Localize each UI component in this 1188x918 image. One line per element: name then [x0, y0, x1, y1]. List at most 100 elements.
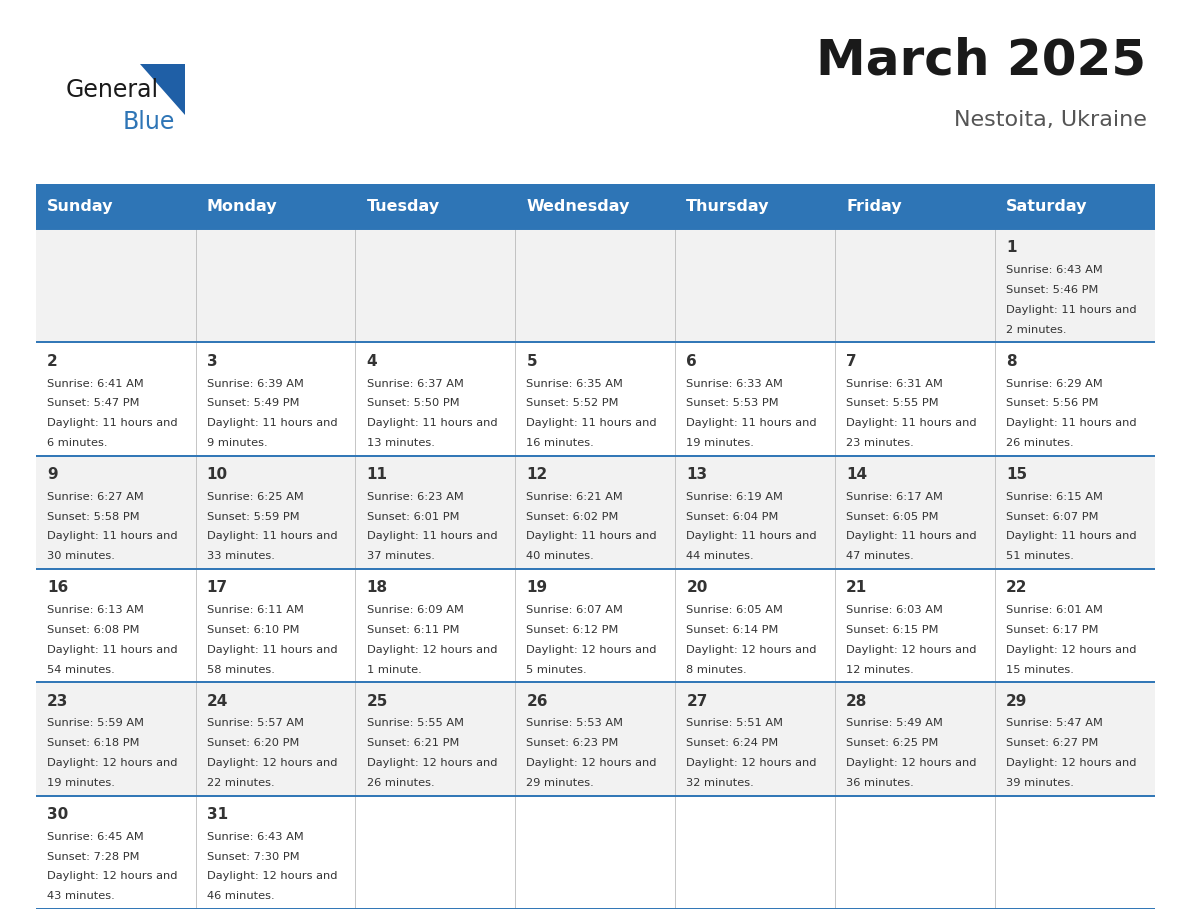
- Text: 28: 28: [846, 693, 867, 709]
- Text: Daylight: 11 hours and: Daylight: 11 hours and: [1006, 305, 1140, 315]
- Bar: [36, 796, 1155, 909]
- Text: 16: 16: [46, 580, 68, 595]
- Text: Sunrise: 6:25 AM: Sunrise: 6:25 AM: [207, 492, 303, 502]
- Text: 22: 22: [1006, 580, 1028, 595]
- Text: Sunrise: 6:27 AM: Sunrise: 6:27 AM: [46, 492, 144, 502]
- Bar: [36, 455, 1155, 569]
- Text: Sunset: 5:46 PM: Sunset: 5:46 PM: [1006, 285, 1099, 295]
- Text: 19 minutes.: 19 minutes.: [46, 778, 115, 788]
- Text: Sunset: 6:12 PM: Sunset: 6:12 PM: [526, 625, 619, 635]
- Text: Sunrise: 5:57 AM: Sunrise: 5:57 AM: [207, 719, 304, 729]
- Text: Sunset: 5:50 PM: Sunset: 5:50 PM: [367, 398, 460, 409]
- Text: 2: 2: [46, 353, 57, 368]
- Text: Sunset: 5:47 PM: Sunset: 5:47 PM: [46, 398, 139, 409]
- Text: 11: 11: [367, 467, 387, 482]
- Text: 1: 1: [1006, 241, 1017, 255]
- Text: Sunset: 6:21 PM: Sunset: 6:21 PM: [367, 738, 459, 748]
- Text: Sunrise: 6:31 AM: Sunrise: 6:31 AM: [846, 378, 943, 388]
- Text: Sunrise: 6:03 AM: Sunrise: 6:03 AM: [846, 605, 943, 615]
- Text: Sunset: 5:49 PM: Sunset: 5:49 PM: [207, 398, 299, 409]
- Text: Sunset: 6:10 PM: Sunset: 6:10 PM: [207, 625, 299, 635]
- Text: 16 minutes.: 16 minutes.: [526, 438, 594, 448]
- Text: Daylight: 11 hours and: Daylight: 11 hours and: [846, 419, 980, 428]
- Text: 13: 13: [687, 467, 707, 482]
- Text: 44 minutes.: 44 minutes.: [687, 552, 754, 561]
- Text: Sunrise: 6:05 AM: Sunrise: 6:05 AM: [687, 605, 783, 615]
- Text: Sunrise: 6:13 AM: Sunrise: 6:13 AM: [46, 605, 144, 615]
- Text: Daylight: 11 hours and: Daylight: 11 hours and: [207, 644, 341, 655]
- Text: Sunset: 6:07 PM: Sunset: 6:07 PM: [1006, 511, 1099, 521]
- Text: General: General: [65, 78, 158, 102]
- Text: 26: 26: [526, 693, 548, 709]
- Text: Sunset: 6:17 PM: Sunset: 6:17 PM: [1006, 625, 1099, 635]
- Text: Daylight: 12 hours and: Daylight: 12 hours and: [846, 758, 980, 768]
- Text: Sunday: Sunday: [46, 199, 113, 214]
- Text: 33 minutes.: 33 minutes.: [207, 552, 274, 561]
- Text: Sunset: 7:28 PM: Sunset: 7:28 PM: [46, 852, 139, 862]
- Text: 51 minutes.: 51 minutes.: [1006, 552, 1074, 561]
- Text: 8 minutes.: 8 minutes.: [687, 665, 747, 675]
- Text: Daylight: 11 hours and: Daylight: 11 hours and: [46, 532, 181, 542]
- Text: 15: 15: [1006, 467, 1028, 482]
- Bar: [36, 569, 1155, 682]
- Bar: [36, 229, 1155, 342]
- Text: 40 minutes.: 40 minutes.: [526, 552, 594, 561]
- Text: Sunset: 6:04 PM: Sunset: 6:04 PM: [687, 511, 778, 521]
- Text: Sunset: 5:59 PM: Sunset: 5:59 PM: [207, 511, 299, 521]
- Text: 6 minutes.: 6 minutes.: [46, 438, 107, 448]
- Bar: [36, 342, 1155, 455]
- Text: 26 minutes.: 26 minutes.: [1006, 438, 1074, 448]
- Text: 54 minutes.: 54 minutes.: [46, 665, 114, 675]
- Text: Daylight: 11 hours and: Daylight: 11 hours and: [367, 419, 501, 428]
- Text: Sunset: 6:24 PM: Sunset: 6:24 PM: [687, 738, 778, 748]
- Text: Sunset: 6:14 PM: Sunset: 6:14 PM: [687, 625, 778, 635]
- Text: Sunset: 5:53 PM: Sunset: 5:53 PM: [687, 398, 779, 409]
- Text: Friday: Friday: [846, 199, 902, 214]
- Text: 26 minutes.: 26 minutes.: [367, 778, 434, 788]
- Text: Sunrise: 5:49 AM: Sunrise: 5:49 AM: [846, 719, 943, 729]
- Text: Daylight: 11 hours and: Daylight: 11 hours and: [367, 532, 501, 542]
- Text: Sunrise: 5:47 AM: Sunrise: 5:47 AM: [1006, 719, 1102, 729]
- Text: Daylight: 12 hours and: Daylight: 12 hours and: [46, 871, 181, 881]
- Text: Daylight: 12 hours and: Daylight: 12 hours and: [1006, 644, 1140, 655]
- Text: Wednesday: Wednesday: [526, 199, 630, 214]
- Text: Sunset: 5:58 PM: Sunset: 5:58 PM: [46, 511, 139, 521]
- Text: 14: 14: [846, 467, 867, 482]
- Text: 10: 10: [207, 467, 228, 482]
- Text: 9: 9: [46, 467, 57, 482]
- Text: Sunset: 6:11 PM: Sunset: 6:11 PM: [367, 625, 459, 635]
- Text: 32 minutes.: 32 minutes.: [687, 778, 754, 788]
- Text: 43 minutes.: 43 minutes.: [46, 891, 114, 901]
- Text: 18: 18: [367, 580, 387, 595]
- Text: Sunrise: 6:33 AM: Sunrise: 6:33 AM: [687, 378, 783, 388]
- Text: 31: 31: [207, 807, 228, 822]
- Text: 4: 4: [367, 353, 378, 368]
- Text: Sunrise: 6:21 AM: Sunrise: 6:21 AM: [526, 492, 624, 502]
- Text: Sunset: 5:52 PM: Sunset: 5:52 PM: [526, 398, 619, 409]
- Text: 23 minutes.: 23 minutes.: [846, 438, 914, 448]
- Text: Daylight: 11 hours and: Daylight: 11 hours and: [1006, 532, 1140, 542]
- Text: Nestoita, Ukraine: Nestoita, Ukraine: [954, 110, 1146, 130]
- Text: 27: 27: [687, 693, 708, 709]
- Text: Daylight: 12 hours and: Daylight: 12 hours and: [687, 758, 821, 768]
- Text: Sunset: 6:08 PM: Sunset: 6:08 PM: [46, 625, 139, 635]
- Text: Sunset: 6:20 PM: Sunset: 6:20 PM: [207, 738, 299, 748]
- Text: Saturday: Saturday: [1006, 199, 1087, 214]
- Text: 29 minutes.: 29 minutes.: [526, 778, 594, 788]
- Text: Blue: Blue: [122, 110, 175, 134]
- Text: Sunset: 6:18 PM: Sunset: 6:18 PM: [46, 738, 139, 748]
- Text: Tuesday: Tuesday: [367, 199, 440, 214]
- Text: 1 minute.: 1 minute.: [367, 665, 422, 675]
- Text: 7: 7: [846, 353, 857, 368]
- Text: Daylight: 12 hours and: Daylight: 12 hours and: [687, 644, 821, 655]
- Text: Daylight: 12 hours and: Daylight: 12 hours and: [846, 644, 980, 655]
- Text: Daylight: 12 hours and: Daylight: 12 hours and: [207, 871, 341, 881]
- Text: Sunset: 5:56 PM: Sunset: 5:56 PM: [1006, 398, 1099, 409]
- Text: Sunset: 6:05 PM: Sunset: 6:05 PM: [846, 511, 939, 521]
- Text: Daylight: 11 hours and: Daylight: 11 hours and: [207, 532, 341, 542]
- Text: 17: 17: [207, 580, 228, 595]
- Text: Sunrise: 6:45 AM: Sunrise: 6:45 AM: [46, 832, 144, 842]
- Text: Monday: Monday: [207, 199, 277, 214]
- Text: 20: 20: [687, 580, 708, 595]
- Text: 19 minutes.: 19 minutes.: [687, 438, 754, 448]
